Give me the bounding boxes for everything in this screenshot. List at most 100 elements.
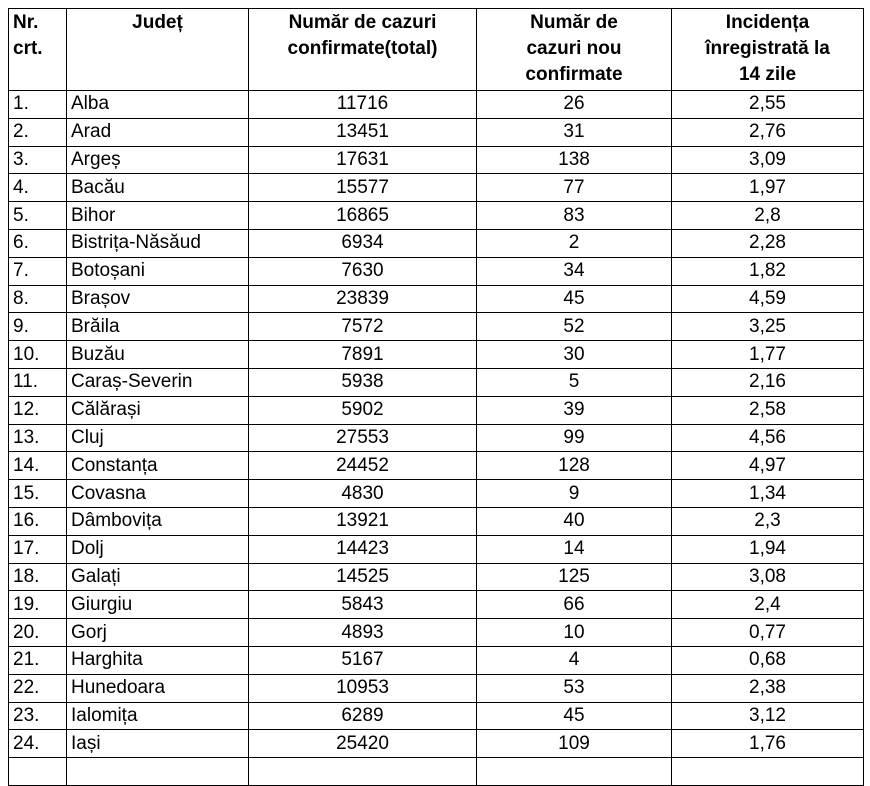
table-row: 22. Hunedoara 10953 53 2,38 [8, 673, 864, 703]
table-row: 14. Constanța 24452 128 4,97 [8, 451, 864, 481]
header-line: Număr de [530, 12, 618, 33]
cell-nr: 6. [8, 228, 67, 258]
cell-total: 7891 [248, 340, 477, 369]
cell-total: 7630 [248, 256, 477, 286]
cell-incidenta: 0,68 [671, 645, 864, 675]
cell-judet: Botoșani [66, 256, 249, 286]
cell-noi: 138 [476, 145, 672, 175]
cell-noi: 45 [476, 701, 672, 731]
cell-noi: 26 [476, 90, 672, 119]
cell-total: 4893 [248, 618, 477, 647]
cell-total: 23839 [248, 284, 477, 314]
cell-judet: Brăila [66, 312, 249, 342]
table-row: 6. Bistrița-Năsăud 6934 2 2,28 [8, 228, 864, 258]
cell-incidenta: 2,8 [671, 201, 864, 230]
cell-judet: Argeș [66, 145, 249, 175]
cell-noi: 45 [476, 284, 672, 314]
cell-nr: 5. [8, 201, 67, 230]
cell-judet: Harghita [66, 645, 249, 675]
cell-noi: 52 [476, 312, 672, 342]
cell-nr: 1. [8, 90, 67, 119]
cell-noi: 53 [476, 673, 672, 703]
header-incidenta: Incidența înregistrată la 14 zile [671, 8, 864, 91]
cell-noi: 128 [476, 451, 672, 481]
table-row: 20. Gorj 4893 10 0,77 [8, 618, 864, 647]
cell-total: 5938 [248, 367, 477, 397]
cell-total: 6289 [248, 701, 477, 731]
cell-judet: Giurgiu [66, 590, 249, 620]
cell-incidenta: 2,4 [671, 590, 864, 620]
cell-empty [248, 757, 477, 786]
cell-judet: Caraș-Severin [66, 367, 249, 397]
cell-noi: 77 [476, 173, 672, 203]
cell-noi: 5 [476, 367, 672, 397]
cell-noi: 99 [476, 423, 672, 453]
table-row: 8. Brașov 23839 45 4,59 [8, 284, 864, 314]
cell-total: 17631 [248, 145, 477, 175]
cell-total: 16865 [248, 201, 477, 230]
cell-incidenta: 2,3 [671, 506, 864, 536]
cell-noi: 30 [476, 340, 672, 369]
cell-nr: 12. [8, 395, 67, 425]
cell-nr: 18. [8, 562, 67, 592]
cell-total: 27553 [248, 423, 477, 453]
table-body: 1. Alba 11716 26 2,55 2. Arad 13451 31 2,76 3. Arge… [8, 90, 864, 786]
cell-judet: Alba [66, 90, 249, 119]
cell-nr: 15. [8, 479, 67, 508]
cell-nr: 14. [8, 451, 67, 481]
cell-empty [671, 757, 864, 786]
cell-noi: 39 [476, 395, 672, 425]
cell-judet: Călărași [66, 395, 249, 425]
header-line: cazuri nou [526, 38, 622, 59]
header-line: 14 zile [738, 64, 797, 85]
header-nr: Nr. crt. [8, 8, 67, 91]
cell-incidenta: 1,76 [671, 729, 864, 759]
cell-nr: 22. [8, 673, 67, 703]
cell-incidenta: 1,97 [671, 173, 864, 203]
table-row-partial [8, 757, 864, 786]
table-row: 15. Covasna 4830 9 1,34 [8, 479, 864, 508]
header-line: confirmate [525, 64, 623, 85]
cell-judet: Gorj [66, 618, 249, 647]
cell-nr: 21. [8, 645, 67, 675]
table-row: 9. Brăila 7572 52 3,25 [8, 312, 864, 342]
cell-judet: Bacău [66, 173, 249, 203]
cell-total: 14525 [248, 562, 477, 592]
cell-total: 7572 [248, 312, 477, 342]
cell-nr: 20. [8, 618, 67, 647]
table-row: 4. Bacău 15577 77 1,97 [8, 173, 864, 203]
cell-total: 6934 [248, 228, 477, 258]
cell-nr: 11. [8, 367, 67, 397]
table-row: 12. Călărași 5902 39 2,58 [8, 395, 864, 425]
cell-nr: 16. [8, 506, 67, 536]
cell-noi: 40 [476, 506, 672, 536]
cell-total: 5167 [248, 645, 477, 675]
cell-total: 5843 [248, 590, 477, 620]
cell-total: 24452 [248, 451, 477, 481]
cell-total: 13921 [248, 506, 477, 536]
covid-cases-table: Nr. crt. Județ Număr de cazuri confirmate(… [8, 8, 864, 786]
cell-total: 14423 [248, 534, 477, 564]
cell-judet: Galați [66, 562, 249, 592]
cell-nr: 10. [8, 340, 67, 369]
cell-noi: 34 [476, 256, 672, 286]
cell-nr: 23. [8, 701, 67, 731]
cell-nr: 13. [8, 423, 67, 453]
cell-judet: Bistrița-Năsăud [66, 228, 249, 258]
cell-judet: Brașov [66, 284, 249, 314]
cell-nr: 17. [8, 534, 67, 564]
cell-incidenta: 3,25 [671, 312, 864, 342]
cell-noi: 14 [476, 534, 672, 564]
cell-nr: 24. [8, 729, 67, 759]
table-row: 3. Argeș 17631 138 3,09 [8, 145, 864, 175]
table-row: 17. Dolj 14423 14 1,94 [8, 534, 864, 564]
cell-incidenta: 2,55 [671, 90, 864, 119]
cell-noi: 83 [476, 201, 672, 230]
cell-nr: 19. [8, 590, 67, 620]
table-row: 18. Galați 14525 125 3,08 [8, 562, 864, 592]
cell-empty [66, 757, 249, 786]
table-header-row: Nr. crt. Județ Număr de cazuri confirmate(… [8, 8, 864, 91]
table-row: 21. Harghita 5167 4 0,68 [8, 645, 864, 675]
cell-noi: 4 [476, 645, 672, 675]
table-row: 24. Iași 25420 109 1,76 [8, 729, 864, 759]
